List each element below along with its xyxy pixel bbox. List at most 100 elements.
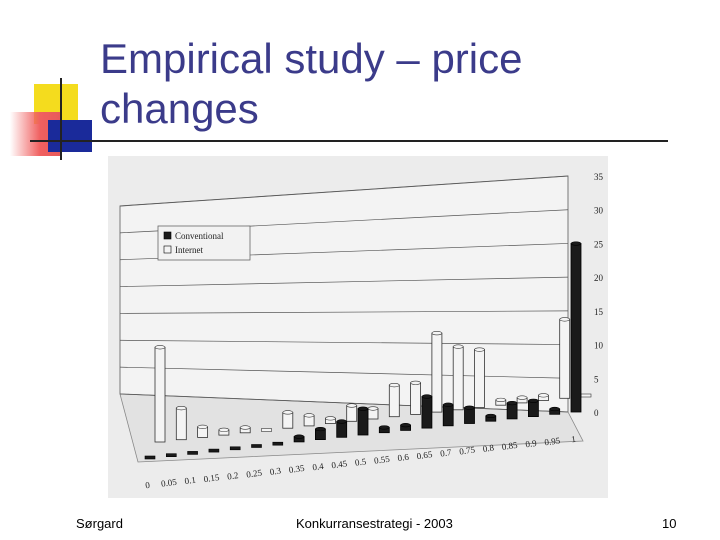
bar-internet-cap [282, 410, 294, 415]
bar-internet [580, 393, 592, 398]
y-tick-label: 30 [594, 206, 604, 216]
bar-conventional-cap [400, 423, 411, 428]
y-tick-label: 25 [594, 239, 604, 249]
x-tick-label: 0.7 [440, 447, 453, 459]
slide-title-line-1: Empirical study – price [100, 35, 523, 82]
x-tick-label: 0.3 [269, 465, 282, 477]
bar-conventional-cap [464, 405, 475, 410]
bar-conventional-cap [442, 402, 454, 407]
x-tick-label: 0.8 [482, 442, 495, 454]
bar-conventional-cap [549, 406, 561, 412]
gridline [119, 339, 569, 345]
bar-conventional-cap [293, 434, 305, 439]
gridline [119, 175, 569, 207]
bar-conventional-cap [506, 401, 518, 406]
bar-internet-cap [154, 345, 166, 350]
y-tick-label: 5 [594, 374, 599, 384]
legend-swatch-internet [163, 245, 172, 254]
bar-conventional [570, 243, 582, 413]
bar-internet [261, 428, 272, 432]
bar-conventional [144, 455, 156, 460]
bar-internet-cap [239, 425, 251, 430]
bar-internet-cap [516, 395, 528, 400]
bar-internet [431, 332, 443, 413]
x-tick-label: 0.25 [246, 467, 263, 479]
bar-conventional [165, 453, 177, 458]
bar-conventional-cap [378, 425, 390, 430]
x-tick-label: 0.75 [459, 444, 476, 456]
bar-conventional [421, 396, 433, 429]
gridline [119, 366, 569, 379]
y-tick-label: 0 [594, 408, 599, 418]
bar-internet-cap [495, 397, 507, 403]
bar-internet-cap [218, 427, 230, 432]
bar-internet-cap [367, 406, 379, 411]
bar-internet-cap [197, 424, 208, 429]
slide-title: Empirical study – price changes [100, 34, 660, 134]
x-tick-label: 0.9 [525, 438, 538, 450]
y-tick-label: 35 [594, 172, 604, 182]
x-tick-label: 0.65 [416, 449, 433, 461]
bar-conventional [208, 448, 220, 453]
bar-conventional [464, 407, 475, 424]
bar-internet-cap [303, 413, 315, 418]
bar-conventional-cap [528, 398, 539, 403]
accent-vertical-line [60, 78, 62, 160]
bar-internet-cap [176, 406, 187, 411]
y-tick-label: 10 [594, 341, 604, 351]
bar-internet [410, 382, 422, 415]
gridline [119, 310, 569, 314]
bar-conventional-cap [570, 241, 582, 246]
x-tick-label: 0.15 [203, 472, 220, 484]
bar-internet [452, 346, 464, 411]
x-tick-label: 0.1 [184, 475, 197, 486]
y-tick-label: 15 [594, 307, 604, 317]
gridline [119, 276, 569, 287]
footer-course: Konkurransestrategi - 2003 [296, 516, 453, 531]
bar-conventional-cap [357, 406, 369, 411]
bar-internet [388, 384, 400, 418]
bar-conventional-cap [421, 394, 433, 399]
bar-conventional-cap [336, 419, 347, 424]
bar-conventional [357, 408, 369, 436]
bar-conventional [229, 446, 241, 451]
x-tick-label: 0.55 [373, 454, 390, 466]
x-tick-label: 0.5 [354, 456, 367, 468]
bar-internet-cap [452, 344, 464, 349]
slide-title-line-2: changes [100, 85, 259, 132]
bar-conventional-cap [485, 413, 497, 419]
x-tick-label: 0.85 [501, 440, 518, 452]
bar-internet-cap [559, 317, 571, 322]
bar-internet [154, 346, 166, 443]
bar-conventional [442, 404, 454, 427]
bar-internet [559, 318, 571, 399]
bar-internet [346, 405, 358, 422]
gridline [119, 393, 569, 413]
x-tick-label: 0 [145, 480, 151, 491]
bar-conventional [336, 421, 348, 438]
x-tick-label: 0.95 [544, 435, 561, 447]
title-underline [30, 140, 668, 142]
bar-internet-cap [474, 347, 485, 352]
bar-internet-cap [431, 331, 443, 336]
x-tick-label: 1 [571, 434, 577, 445]
x-tick-label: 0.05 [160, 477, 177, 489]
accent-blue-square [48, 120, 92, 152]
bar-conventional [272, 441, 284, 446]
legend-swatch-conventional [163, 231, 172, 240]
footer-page-number: 10 [662, 516, 677, 531]
price-change-bar-chart: 0 5 10 15 20 25 30 35 0 0.05 0.1 0.15 0.2 0.25 0.3 0.35… [108, 156, 608, 498]
x-tick-label: 0.4 [312, 461, 325, 473]
bar-internet [282, 412, 294, 429]
bar-conventional [187, 451, 198, 455]
bar-conventional [251, 444, 262, 448]
bar-internet-cap [388, 383, 400, 388]
x-tick-label: 0.45 [331, 458, 348, 470]
x-tick-label: 0.2 [227, 470, 240, 481]
bar-conventional-cap [315, 426, 326, 432]
bar-conventional [506, 402, 518, 420]
x-tick-label: 0.35 [288, 463, 305, 475]
legend-label-internet: Internet [175, 245, 203, 255]
bar-internet [474, 349, 485, 408]
legend-label-conventional: Conventional [175, 231, 224, 241]
